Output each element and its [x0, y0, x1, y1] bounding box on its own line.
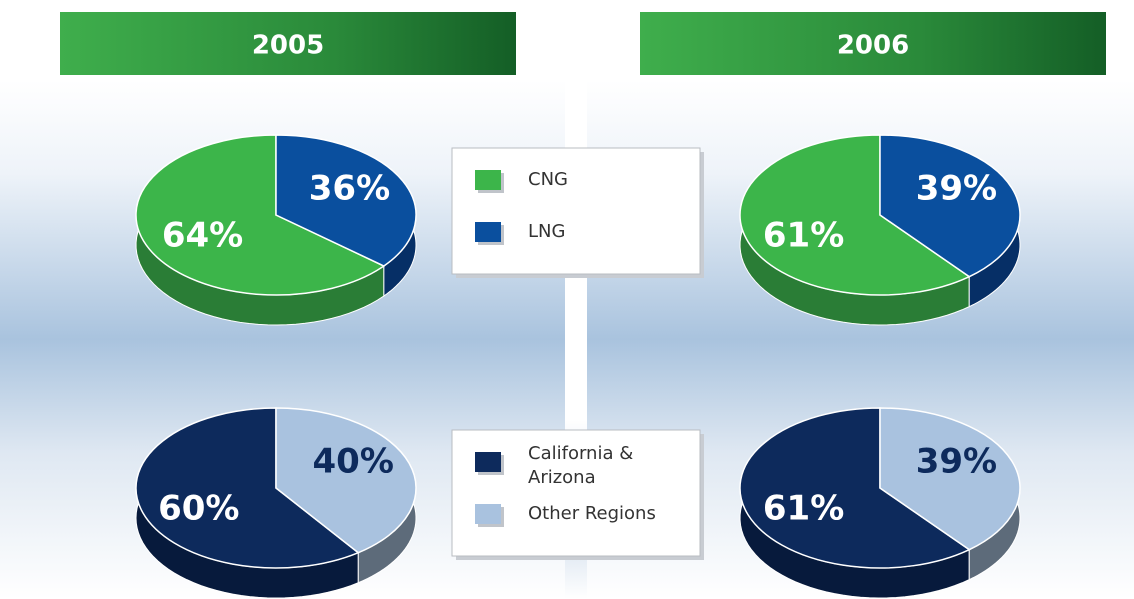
legend-swatch	[475, 170, 501, 190]
legend-swatch	[475, 452, 501, 472]
data-label: 61%	[763, 489, 844, 529]
pie-slice	[739, 407, 971, 569]
legend-swatch	[475, 222, 501, 242]
data-label: 36%	[309, 169, 390, 209]
header-title: 2005	[252, 31, 324, 61]
pie-slice	[879, 134, 1021, 278]
header-bar	[640, 12, 1106, 75]
data-label: 64%	[162, 216, 243, 256]
data-label: 39%	[916, 169, 997, 209]
pie-slice	[275, 407, 417, 554]
header-bar	[60, 12, 516, 75]
pie-slice	[135, 134, 386, 296]
pie-slice	[739, 134, 971, 296]
data-label: 40%	[313, 442, 394, 482]
legend-swatch	[475, 504, 501, 524]
header-title: 2006	[837, 31, 909, 61]
legend-label: LNG	[528, 221, 565, 242]
pie-slice	[135, 407, 360, 569]
legend-label: CNG	[528, 169, 568, 190]
pie-slice	[879, 407, 1021, 551]
legend-label: California & Arizona	[528, 443, 633, 488]
pie-slice	[275, 134, 417, 267]
legend-label: Other Regions	[528, 503, 656, 524]
data-label: 39%	[916, 442, 997, 482]
data-label: 61%	[763, 216, 844, 256]
data-label: 60%	[158, 489, 239, 529]
legend-box	[451, 429, 701, 557]
legend-box	[451, 147, 701, 275]
